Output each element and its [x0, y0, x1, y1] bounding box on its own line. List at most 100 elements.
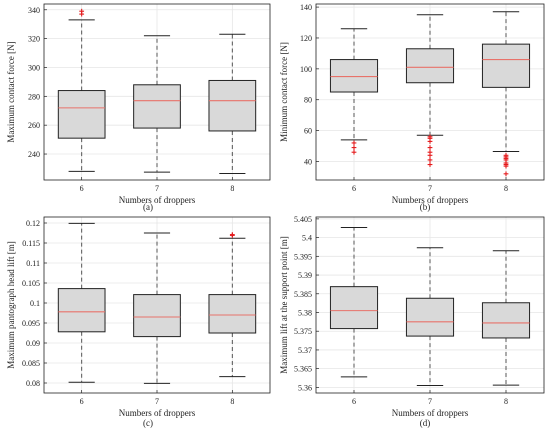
y-tick-label: 5.385: [294, 290, 312, 299]
outlier-marker: [427, 152, 433, 158]
iqr-box: [208, 79, 257, 132]
x-tick-label: 8: [504, 184, 508, 193]
outlier-marker: [351, 145, 357, 150]
iqr-box: [405, 297, 455, 337]
x-tick-label: 8: [230, 397, 234, 406]
axes-frame: [43, 3, 271, 181]
y-tick-label: 280: [28, 92, 40, 101]
y-tick-label: 0.085: [22, 359, 40, 368]
box-6: [57, 222, 106, 383]
y-axis-label: Maximum lift at the support point [m]: [279, 236, 289, 373]
x-tick-label: 6: [80, 397, 84, 406]
panel-c: 0.08 0.085 0.09 0.095 0.1 0.105 0.11 0.115 0.12 6…: [6, 216, 271, 428]
panel-caption: (a): [143, 202, 153, 212]
iqr-box: [133, 84, 181, 129]
outlier-marker: [351, 149, 357, 155]
outlier-marker: [427, 139, 433, 144]
y-tick-label: 5.37: [298, 346, 312, 355]
y-tick-label: 0.105: [22, 279, 40, 288]
y-tick-label: 60: [304, 127, 312, 136]
y-tick-label: 240: [28, 150, 40, 159]
x-tick-label: 6: [80, 184, 84, 193]
box-8: [481, 11, 531, 177]
y-tick-label: 120: [300, 34, 312, 43]
y-tick-label: 0.12: [26, 219, 40, 228]
y-axis-label: Minimum contact force [N]: [279, 42, 289, 142]
y-axis-label: Maximum contact force [N]: [6, 41, 16, 142]
x-tick-label: 8: [504, 397, 508, 406]
y-tick-label: 340: [28, 6, 40, 15]
iqr-box: [208, 294, 257, 334]
x-tick-label: 7: [155, 184, 159, 193]
x-tick-label: 8: [230, 184, 234, 193]
x-axis-label: Numbers of droppers: [392, 408, 469, 418]
y-tick-label: 80: [304, 96, 312, 105]
y-tick-label: 0.115: [22, 239, 40, 248]
y-tick-label: 5.36: [298, 383, 312, 392]
iqr-box: [57, 288, 106, 333]
x-tick-label: 6: [352, 184, 356, 193]
x-tick-label: 7: [428, 397, 432, 406]
box-6: [57, 8, 106, 172]
iqr-box: [481, 302, 531, 339]
y-tick-label: 5.39: [298, 271, 312, 280]
panel-b: 40 60 80 100 120 140 6 7 8 Numbers of droppers Min…: [279, 3, 545, 212]
y-tick-label: 300: [28, 63, 40, 72]
panel-d: 5.36 5.365 5.37 5.375 5.38 5.385 5.39 5.395 5.4 5…: [279, 215, 545, 428]
outlier-marker: [427, 162, 433, 167]
outlier-marker: [427, 157, 433, 163]
panel-caption: (c): [143, 418, 153, 428]
y-tick-label: 100: [300, 65, 312, 74]
y-tick-label: 0.09: [26, 339, 40, 348]
axes-frame: [43, 216, 271, 394]
y-axis-label: Maximum pantograph head lift [m]: [6, 241, 16, 368]
panel-caption: (d): [420, 418, 431, 428]
box-7: [133, 232, 181, 384]
axes-frame: [315, 3, 545, 181]
y-tick-label: 0.095: [22, 319, 40, 328]
y-tick-label: 260: [28, 121, 40, 130]
iqr-box: [329, 59, 379, 93]
box-7: [133, 35, 181, 173]
y-tick-label: 5.4: [302, 234, 312, 243]
iqr-box: [329, 286, 379, 330]
box-8: [481, 250, 531, 386]
y-tick-label: 5.405: [294, 215, 312, 224]
panel-a: 240 260 280 300 320 340 6 7 8 Numbers of droppers…: [6, 3, 271, 212]
box-6: [329, 28, 379, 155]
y-tick-label: 5.395: [294, 252, 312, 261]
panel-caption: (b): [420, 202, 431, 212]
outlier-marker: [503, 163, 509, 169]
x-axis-label: Numbers of droppers: [119, 195, 196, 205]
box-6: [329, 226, 379, 378]
x-axis-label: Numbers of droppers: [119, 408, 196, 418]
box-8: [208, 33, 257, 175]
outlier-marker: [503, 171, 509, 177]
iqr-box: [405, 48, 455, 84]
box-8: [208, 232, 257, 378]
y-tick-label: 40: [304, 157, 312, 166]
axes-frame: [315, 216, 545, 394]
iqr-box: [133, 294, 181, 338]
y-tick-label: 5.365: [294, 365, 312, 374]
iqr-box: [481, 43, 531, 88]
outlier-marker: [79, 8, 85, 14]
outlier-marker: [427, 145, 433, 150]
y-tick-label: 5.375: [294, 327, 312, 336]
box-7: [405, 247, 455, 387]
x-tick-label: 6: [352, 397, 356, 406]
x-tick-label: 7: [428, 184, 432, 193]
iqr-box: [57, 90, 106, 139]
y-tick-label: 0.08: [26, 379, 40, 388]
y-tick-label: 0.1: [30, 299, 40, 308]
y-tick-label: 320: [28, 35, 40, 44]
y-tick-label: 0.11: [26, 259, 40, 268]
y-tick-label: 140: [300, 3, 312, 12]
y-tick-label: 5.38: [298, 308, 312, 317]
outlier-marker: [229, 233, 235, 238]
x-axis-label: Numbers of droppers: [392, 195, 469, 205]
x-tick-label: 7: [155, 397, 159, 406]
outlier-marker: [351, 140, 357, 146]
box-7: [405, 14, 455, 167]
